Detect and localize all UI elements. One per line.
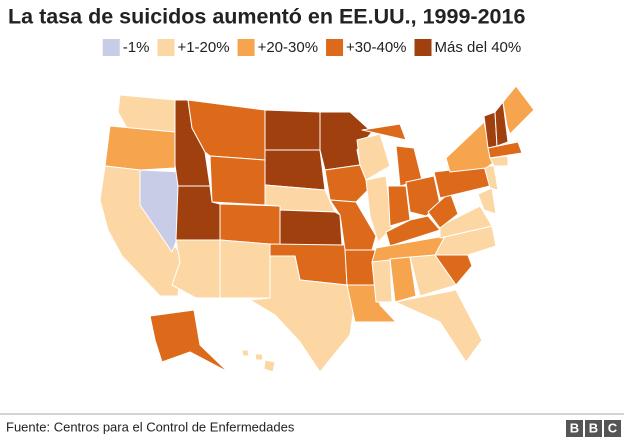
legend-swatch [326,39,344,56]
legend-label: +30-40% [346,39,406,56]
title: La tasa de suicidos aumentó en EE.UU., 1… [8,5,525,29]
state [487,141,523,159]
state [502,85,535,135]
logo-letter: B [589,420,598,435]
state [371,259,393,303]
state [219,239,271,299]
logo-box [585,420,602,437]
state [489,155,509,167]
state [249,255,356,373]
state [209,155,266,206]
state [387,185,411,227]
state [324,164,373,203]
state [149,309,229,373]
state [264,149,326,191]
legend-swatch [157,39,175,56]
legend-swatch [414,39,432,56]
state [344,249,377,286]
logo-box [566,420,583,437]
state [439,205,493,239]
legend: -1% +1-20% +20-30% +30-40% Más del 40% [102,39,522,56]
state [219,203,281,246]
state [494,101,509,147]
legend-label: +1-20% [177,39,229,56]
state [104,125,176,171]
state [389,256,417,303]
legend-swatch [237,39,255,56]
state [241,349,250,357]
state [356,133,391,181]
legend-swatch [102,39,120,56]
state [279,209,343,246]
state [365,175,393,243]
source: Fuente: Centros para el Control de Enfer… [6,419,295,434]
state [427,191,459,229]
state [171,239,221,299]
state [254,353,264,361]
state [385,215,441,247]
state [477,187,497,215]
map [99,85,535,373]
logo-box [604,420,621,437]
logo-letter: C [608,420,618,435]
legend-label: Más del 40% [435,39,522,56]
legend-label: -1% [123,39,150,56]
state [264,109,321,151]
legend-label: +20-30% [258,39,318,56]
state [263,359,276,373]
state [346,284,397,323]
state [319,111,373,171]
state [394,289,483,363]
state [483,165,499,191]
logo-letter: B [570,420,579,435]
state [117,94,176,133]
state [361,123,407,141]
